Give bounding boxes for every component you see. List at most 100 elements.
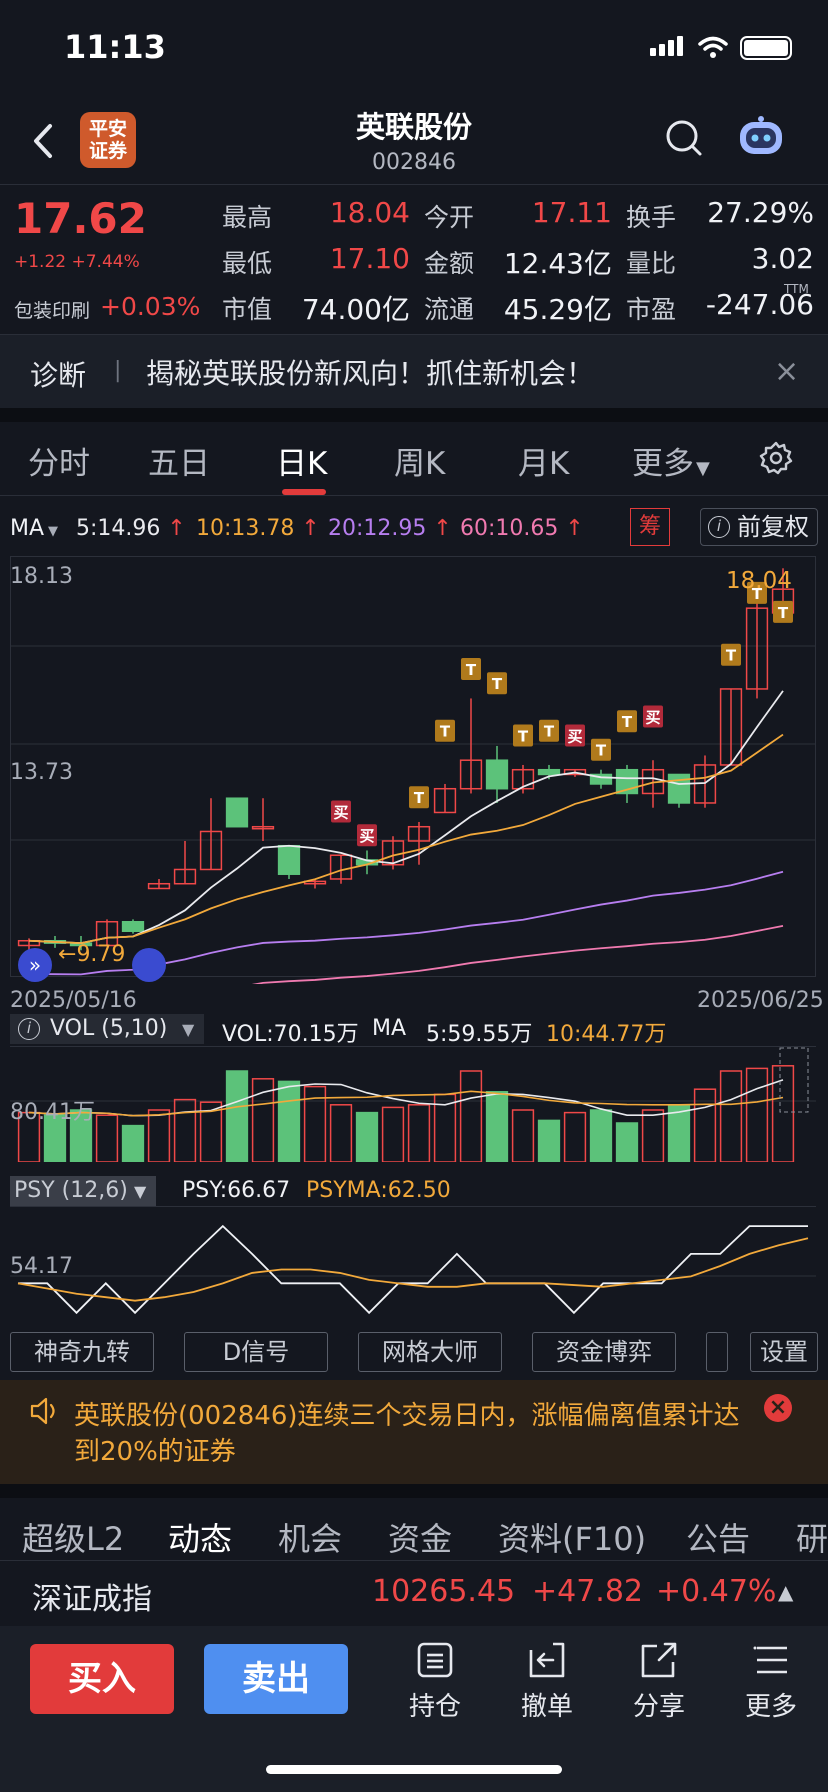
diagnosis-close-icon[interactable]: ×	[774, 354, 800, 389]
psy-chart[interactable]	[10, 1206, 816, 1326]
tab-weekly-k[interactable]: 周K	[394, 446, 446, 482]
ma5-value: 5:14.96 ↑	[76, 516, 186, 541]
candle-body	[563, 768, 587, 776]
positions-label: 持仓	[408, 1692, 461, 1722]
indicator-button-partial[interactable]	[706, 1332, 728, 1372]
sell-button[interactable]: 卖出	[204, 1644, 348, 1714]
broker-logo[interactable]: 平安 证券	[80, 112, 136, 168]
buy-signal-marker	[565, 724, 585, 747]
tab-research[interactable]: 研	[796, 1520, 828, 1558]
candle-body	[485, 759, 509, 790]
quote-field-label: 最低	[222, 249, 273, 278]
cancel-order-icon	[529, 1642, 565, 1678]
cancel-order-button[interactable]: 撤单	[502, 1640, 592, 1723]
diagnosis-separator: |	[114, 358, 122, 383]
tab-intraday[interactable]: 分时	[28, 446, 90, 482]
buy-signal-marker	[331, 800, 351, 823]
expand-left-icon[interactable]: »	[18, 948, 52, 982]
diagnosis-bar[interactable]	[0, 334, 828, 408]
more-button[interactable]: 更多	[726, 1640, 816, 1723]
caret-down-icon: ▼	[48, 524, 59, 539]
tab-f10[interactable]: 资料(F10)	[498, 1520, 647, 1558]
share-label: 分享	[632, 1692, 685, 1722]
expand-up-icon[interactable]: ▲	[778, 1580, 794, 1604]
volume-chart[interactable]	[10, 1046, 816, 1162]
gear-icon[interactable]	[758, 440, 794, 476]
buy-button[interactable]: 买入	[30, 1644, 174, 1714]
tab-more[interactable]: 更多 ▼	[632, 438, 710, 483]
ttm-tag: TTM	[784, 282, 809, 296]
tab-opportunity[interactable]: 机会	[278, 1520, 343, 1558]
candle-body	[589, 773, 613, 785]
status-time: 11:13	[64, 28, 166, 66]
assistant-robot-icon[interactable]	[736, 114, 786, 160]
ma-selector[interactable]: MA ▼	[10, 516, 58, 541]
more-label: 更多	[744, 1692, 797, 1722]
candle-body	[147, 882, 171, 890]
index-ticker[interactable]	[0, 1560, 828, 1624]
candle-body	[17, 939, 41, 947]
psyma-line	[17, 1237, 809, 1302]
chip-distribution-button[interactable]: 筹	[630, 508, 670, 546]
psy-indicator-selector[interactable]	[10, 1176, 156, 1206]
fullscreen-icon[interactable]	[132, 948, 166, 982]
period-tabs	[0, 422, 828, 496]
diagnosis-text[interactable]: 揭秘英联股份新风向！抓住新机会！	[146, 357, 595, 390]
volume-bar	[511, 1109, 535, 1162]
volume-bar	[199, 1101, 223, 1162]
candle-body	[537, 768, 561, 776]
share-icon	[641, 1642, 677, 1678]
ma60-value: 60:10.65 ↑	[460, 516, 584, 541]
vol-indicator-selector[interactable]	[10, 1014, 204, 1044]
caret-down-icon: ▼	[134, 1182, 147, 1201]
warning-close-icon[interactable]: ×	[764, 1394, 792, 1422]
candle-body	[407, 825, 431, 842]
tab-super-l2[interactable]: 超级L2	[22, 1520, 125, 1558]
volume-bar	[537, 1119, 561, 1162]
tab-daily-k[interactable]: 日K	[276, 446, 328, 482]
indicator-button-nine-turn[interactable]: 神奇九转	[10, 1332, 154, 1372]
volume-bar	[17, 1111, 41, 1162]
index-change: +47.82	[532, 1574, 644, 1609]
diagnosis-label: 诊断	[30, 359, 87, 392]
vol-ma-label: MA	[372, 1016, 407, 1041]
indicator-button-capital-game[interactable]: 资金博弈	[532, 1332, 676, 1372]
quote-field-value: 74.00亿	[301, 293, 410, 326]
buy-signal-label: 买	[567, 727, 582, 745]
active-tab-indicator	[282, 489, 326, 495]
industry-label[interactable]: 包装印刷	[14, 300, 91, 322]
tab-announcement[interactable]: 公告	[686, 1520, 751, 1558]
back-icon[interactable]	[24, 118, 64, 164]
indicator-button-d-signal[interactable]: D信号	[184, 1332, 328, 1372]
quote-panel	[0, 184, 828, 332]
indicator-settings-button[interactable]: 设置	[750, 1332, 818, 1372]
tab-five-day[interactable]: 五日	[148, 446, 210, 482]
t-signal-label: T	[414, 789, 425, 807]
t-signal-marker	[513, 724, 533, 747]
tab-monthly-k[interactable]: 月K	[518, 446, 570, 482]
search-icon[interactable]	[664, 118, 704, 158]
share-button[interactable]: 分享	[614, 1640, 704, 1723]
volume-bar	[147, 1109, 171, 1162]
psyma-value: PSYMA:62.50	[306, 1178, 451, 1203]
quote-field-value: 17.10	[329, 242, 410, 275]
quote-field-label: 流通	[424, 295, 475, 324]
logo-line2: 证券	[88, 140, 127, 162]
cancel-order-label: 撤单	[520, 1692, 573, 1722]
volume-bar	[589, 1109, 613, 1162]
ma5-text: 5:14.96	[76, 516, 161, 541]
candle-body	[199, 830, 223, 871]
tab-dynamics[interactable]: 动态	[168, 1520, 233, 1558]
volume-bar	[745, 1067, 769, 1162]
t-signal-label: T	[518, 727, 529, 745]
positions-button[interactable]: 持仓	[390, 1640, 480, 1723]
tab-capital[interactable]: 资金	[388, 1520, 453, 1558]
volume-bar	[381, 1106, 405, 1162]
indicator-button-grid-master[interactable]: 网格大师	[358, 1332, 502, 1372]
adjustment-button[interactable]: 前复权	[700, 508, 818, 546]
vol-ma10: 10:44.77万	[546, 1022, 667, 1047]
arrow-up-icon: ↑	[558, 516, 584, 541]
t-signal-marker	[617, 710, 637, 733]
ma5-line	[28, 690, 784, 945]
